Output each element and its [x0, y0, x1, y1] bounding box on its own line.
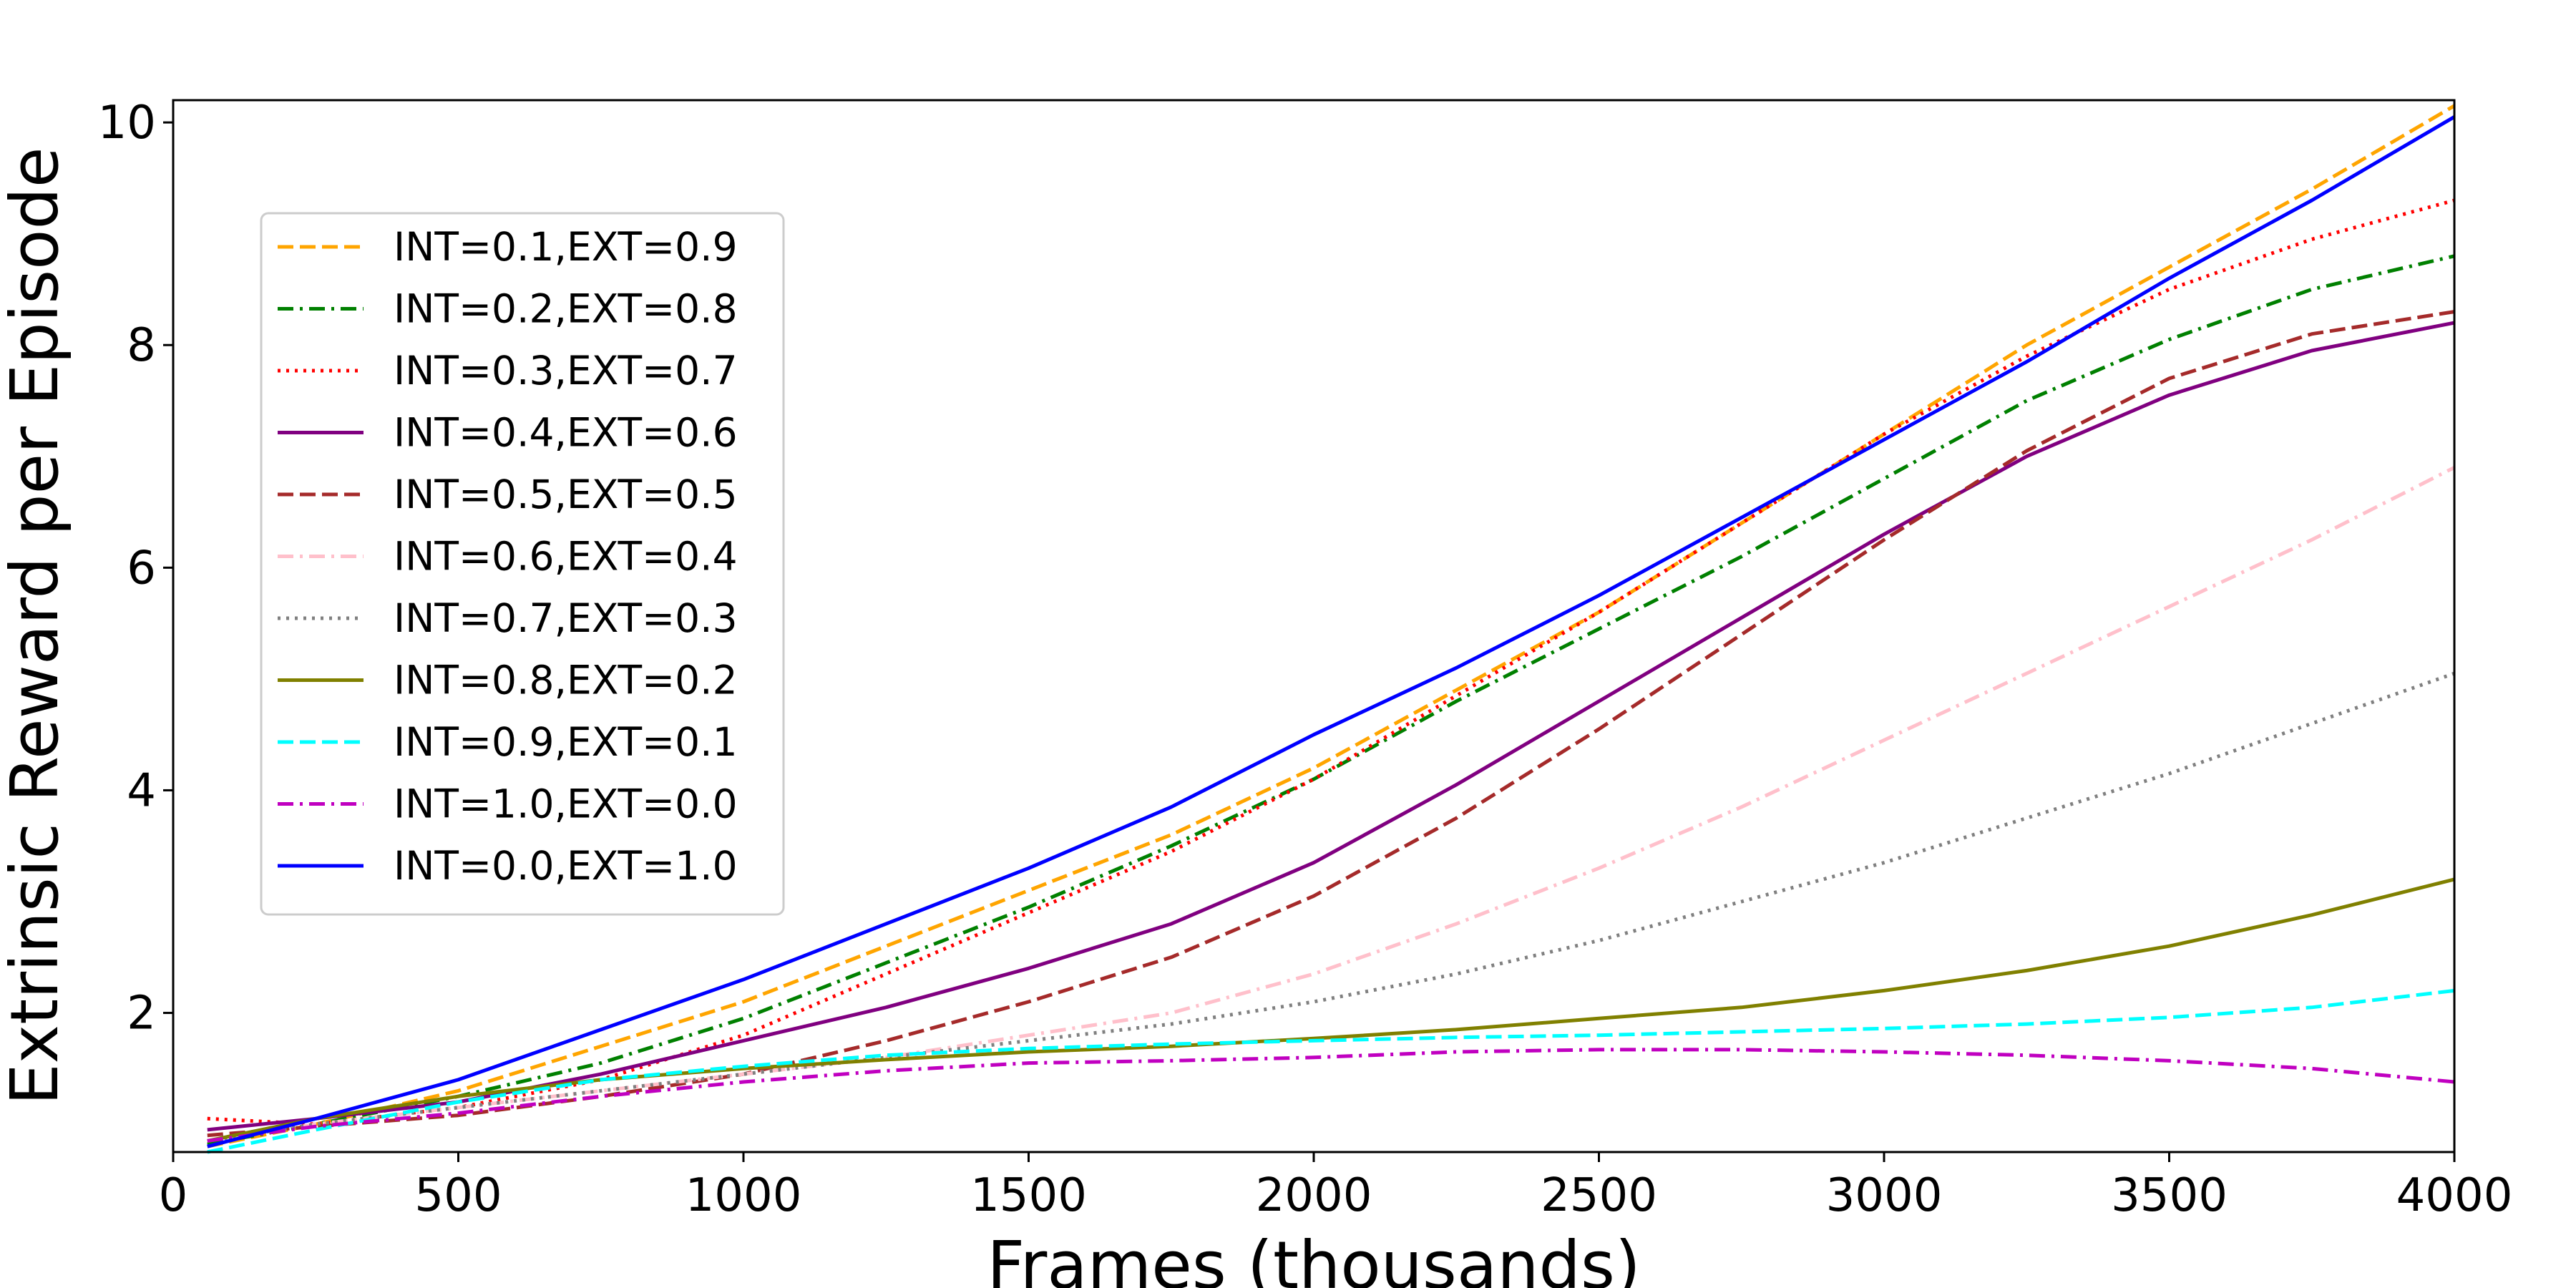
series-line-9	[207, 988, 2455, 1154]
y-axis-title: Extrinsic Reward per Episode	[0, 147, 73, 1106]
x-tick-label: 4000	[2396, 1169, 2513, 1222]
series-line-8	[207, 877, 2455, 1143]
y-tick-label: 4	[127, 764, 156, 817]
x-tick-label: 3500	[2111, 1169, 2228, 1222]
series-line-10	[207, 1048, 2455, 1143]
x-axis-title: Frames (thousands)	[987, 1227, 1641, 1288]
x-tick-label: 1500	[970, 1169, 1087, 1222]
x-tick-label: 0	[159, 1169, 188, 1222]
x-tick-label: 1000	[686, 1169, 802, 1222]
legend-label: INT=1.0,EXT=0.0	[394, 781, 738, 827]
legend-label: INT=0.0,EXT=1.0	[394, 843, 738, 889]
legend-label: INT=0.6,EXT=0.4	[394, 534, 738, 580]
y-tick-label: 8	[127, 319, 156, 372]
x-tick-label: 500	[414, 1169, 502, 1222]
series-line-4	[207, 321, 2455, 1132]
legend-label: INT=0.7,EXT=0.3	[394, 595, 738, 641]
legend: INT=0.1,EXT=0.9 INT=0.2,EXT=0.8 INT=0.3,EX…	[260, 212, 785, 916]
legend-label: INT=0.9,EXT=0.1	[394, 719, 738, 765]
y-tick-label: 6	[127, 542, 156, 595]
ticks-layer: 0 500 1000 1500 2000 2500 3000 3500 4000 2 4 6 8 10	[98, 97, 2513, 1222]
legend-label: INT=0.8,EXT=0.2	[394, 658, 738, 703]
x-tick-label: 2000	[1256, 1169, 1372, 1222]
x-tick-label: 2500	[1541, 1169, 1657, 1222]
legend-label: INT=0.5,EXT=0.5	[394, 472, 738, 517]
legend-label: INT=0.1,EXT=0.9	[394, 224, 738, 270]
series-line-6	[207, 466, 2456, 1143]
y-tick-label: 10	[98, 97, 156, 150]
legend-frame	[260, 212, 785, 916]
legend-label: INT=0.4,EXT=0.6	[394, 410, 738, 456]
series-line-1	[207, 104, 2456, 1148]
series-layer	[207, 104, 2456, 1154]
legend-label: INT=0.3,EXT=0.7	[394, 348, 738, 394]
x-tick-label: 3000	[1826, 1169, 1943, 1222]
series-line-2	[207, 254, 2455, 1146]
y-tick-label: 2	[127, 987, 156, 1040]
series-line-11	[207, 115, 2456, 1148]
legend-label: INT=0.2,EXT=0.8	[394, 286, 738, 332]
